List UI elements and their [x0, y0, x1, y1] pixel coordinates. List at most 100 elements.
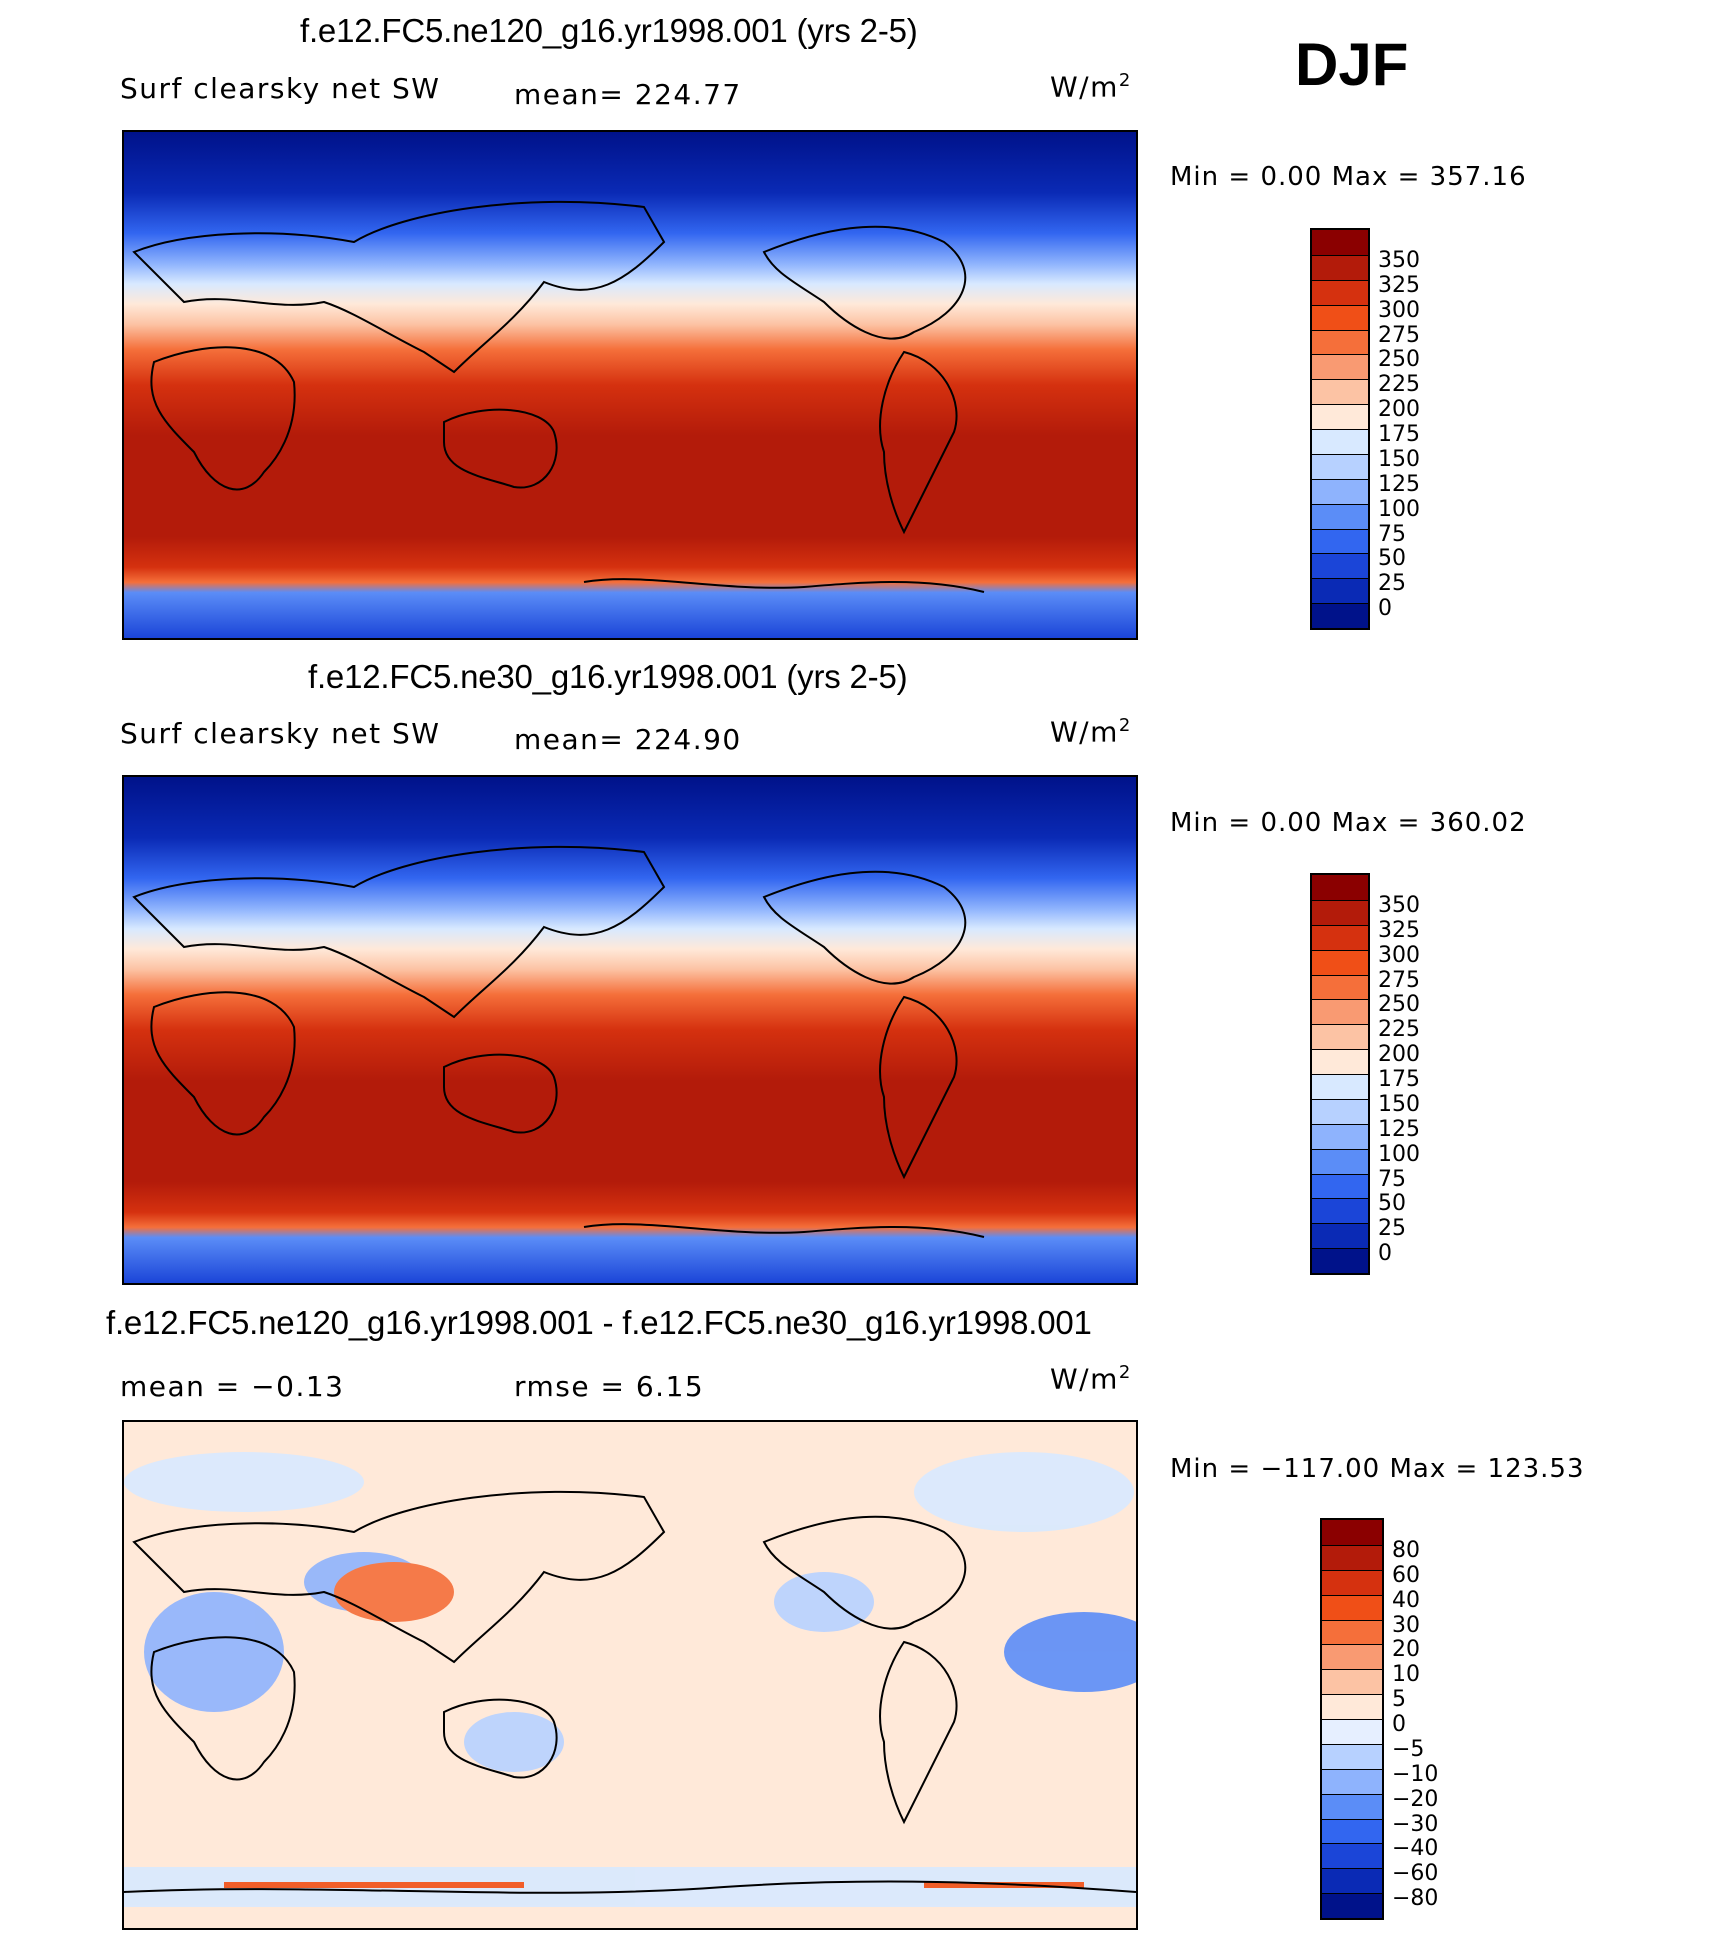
colorbar-swatch [1312, 1123, 1368, 1149]
colorbar-swatch [1312, 279, 1368, 305]
colorbar-tick-label: −10 [1392, 1761, 1439, 1787]
colorbar-swatch [1312, 899, 1368, 925]
colorbar-tick-label: 350 [1378, 247, 1420, 273]
colorbar-tick-label: −80 [1392, 1886, 1439, 1912]
panel3-title: f.e12.FC5.ne120_g16.yr1998.001 - f.e12.F… [106, 1304, 1092, 1341]
panel3-minmax: Min = −117.00 Max = 123.53 [1170, 1454, 1585, 1484]
panel2-map [122, 775, 1138, 1285]
colorbar-tick-label: −5 [1392, 1736, 1425, 1762]
colorbar-swatch [1322, 1569, 1382, 1595]
colorbar-swatch [1322, 1644, 1382, 1670]
panel1-colorbar [1310, 228, 1370, 630]
panel2-title: f.e12.FC5.ne30_g16.yr1998.001 (yrs 2-5) [308, 658, 908, 695]
colorbar-swatch [1312, 304, 1368, 330]
colorbar-tick-label: 75 [1378, 1166, 1406, 1192]
colorbar-tick-label: 200 [1378, 1042, 1420, 1068]
colorbar-tick-label: 325 [1378, 272, 1420, 298]
colorbar-swatch [1322, 1743, 1382, 1769]
colorbar-tick-label: 50 [1378, 546, 1406, 572]
colorbar-swatch [1312, 999, 1368, 1025]
colorbar-swatch [1312, 603, 1368, 628]
colorbar-tick-label: 50 [1378, 1191, 1406, 1217]
panel1-title: f.e12.FC5.ne120_g16.yr1998.001 (yrs 2-5) [300, 12, 918, 49]
colorbar-tick-label: 125 [1378, 471, 1420, 497]
colorbar-swatch [1312, 254, 1368, 280]
colorbar-swatch [1322, 1843, 1382, 1869]
colorbar-tick-label: 250 [1378, 992, 1420, 1018]
colorbar-tick-label: 150 [1378, 446, 1420, 472]
panel3-map [122, 1420, 1138, 1930]
panel2-minmax: Min = 0.00 Max = 360.02 [1170, 808, 1527, 838]
colorbar-tick-label: 175 [1378, 422, 1420, 447]
colorbar-tick-label: 225 [1378, 1017, 1420, 1043]
panel2-mean: mean= 224.90 [514, 723, 742, 756]
colorbar-swatch [1322, 1544, 1382, 1570]
colorbar-swatch [1312, 1098, 1368, 1124]
colorbar-swatch [1312, 1198, 1368, 1224]
panel1-units: W/m2 [1050, 70, 1132, 104]
colorbar-swatch [1312, 1074, 1368, 1099]
panel3-map-field [124, 1422, 1136, 1928]
colorbar-swatch [1312, 503, 1368, 529]
colorbar-tick-label: 100 [1378, 496, 1420, 522]
colorbar-tick-label: 0 [1378, 1241, 1392, 1267]
colorbar-tick-label: 40 [1392, 1587, 1420, 1613]
colorbar-tick-label: 325 [1378, 917, 1420, 943]
colorbar-swatch [1312, 1024, 1368, 1050]
colorbar-tick-label: 100 [1378, 1141, 1420, 1167]
colorbar-tick-label: 20 [1392, 1637, 1420, 1663]
colorbar-tick-label: 275 [1378, 322, 1420, 348]
colorbar-swatch [1312, 974, 1368, 1000]
colorbar-swatch [1312, 404, 1368, 429]
colorbar-tick-label: 80 [1392, 1537, 1420, 1563]
colorbar-tick-label: 150 [1378, 1091, 1420, 1117]
colorbar-tick-label: 75 [1378, 521, 1406, 547]
colorbar-swatch [1322, 1793, 1382, 1819]
colorbar-swatch [1322, 1594, 1382, 1620]
colorbar-swatch [1312, 230, 1368, 255]
panel2-colorbar [1310, 873, 1370, 1275]
panel3-colorbar [1320, 1518, 1384, 1920]
colorbar-swatch [1322, 1520, 1382, 1545]
panel1-map-field [124, 132, 1136, 638]
colorbar-swatch [1312, 354, 1368, 380]
colorbar-swatch [1312, 528, 1368, 554]
colorbar-swatch [1322, 1719, 1382, 1744]
panel2-map-field [124, 777, 1136, 1283]
colorbar-tick-label: 250 [1378, 347, 1420, 373]
colorbar-tick-label: 200 [1378, 397, 1420, 423]
colorbar-swatch [1312, 453, 1368, 479]
colorbar-swatch [1312, 1148, 1368, 1174]
colorbar-tick-label: 0 [1392, 1712, 1406, 1737]
colorbar-swatch [1312, 875, 1368, 900]
colorbar-tick-label: 300 [1378, 297, 1420, 323]
colorbar-swatch [1322, 1619, 1382, 1645]
panel3-rmse: rmse = 6.15 [514, 1370, 705, 1403]
colorbar-swatch [1312, 1248, 1368, 1273]
colorbar-swatch [1312, 924, 1368, 950]
panel2-variable: Surf clearsky net SW [120, 717, 441, 750]
colorbar-tick-label: 225 [1378, 372, 1420, 398]
colorbar-tick-label: 175 [1378, 1067, 1420, 1092]
colorbar-swatch [1312, 329, 1368, 355]
panel3-mean: mean = −0.13 [120, 1370, 345, 1403]
panel1-mean: mean= 224.77 [514, 78, 742, 111]
colorbar-swatch [1322, 1669, 1382, 1695]
colorbar-tick-label: 60 [1392, 1562, 1420, 1588]
colorbar-tick-label: 275 [1378, 967, 1420, 993]
colorbar-tick-label: 10 [1392, 1662, 1420, 1688]
colorbar-swatch [1312, 1049, 1368, 1074]
panel2-units: W/m2 [1050, 715, 1132, 749]
colorbar-swatch [1312, 1173, 1368, 1199]
colorbar-swatch [1312, 578, 1368, 604]
colorbar-tick-label: 0 [1378, 596, 1392, 622]
colorbar-tick-label: −60 [1392, 1861, 1439, 1887]
season-label: DJF [1295, 31, 1409, 98]
colorbar-swatch [1312, 478, 1368, 504]
colorbar-swatch [1312, 379, 1368, 405]
panel1-minmax: Min = 0.00 Max = 357.16 [1170, 162, 1527, 192]
colorbar-swatch [1312, 1223, 1368, 1249]
colorbar-tick-label: 30 [1392, 1612, 1420, 1638]
colorbar-tick-label: 125 [1378, 1116, 1420, 1142]
colorbar-swatch [1312, 949, 1368, 975]
